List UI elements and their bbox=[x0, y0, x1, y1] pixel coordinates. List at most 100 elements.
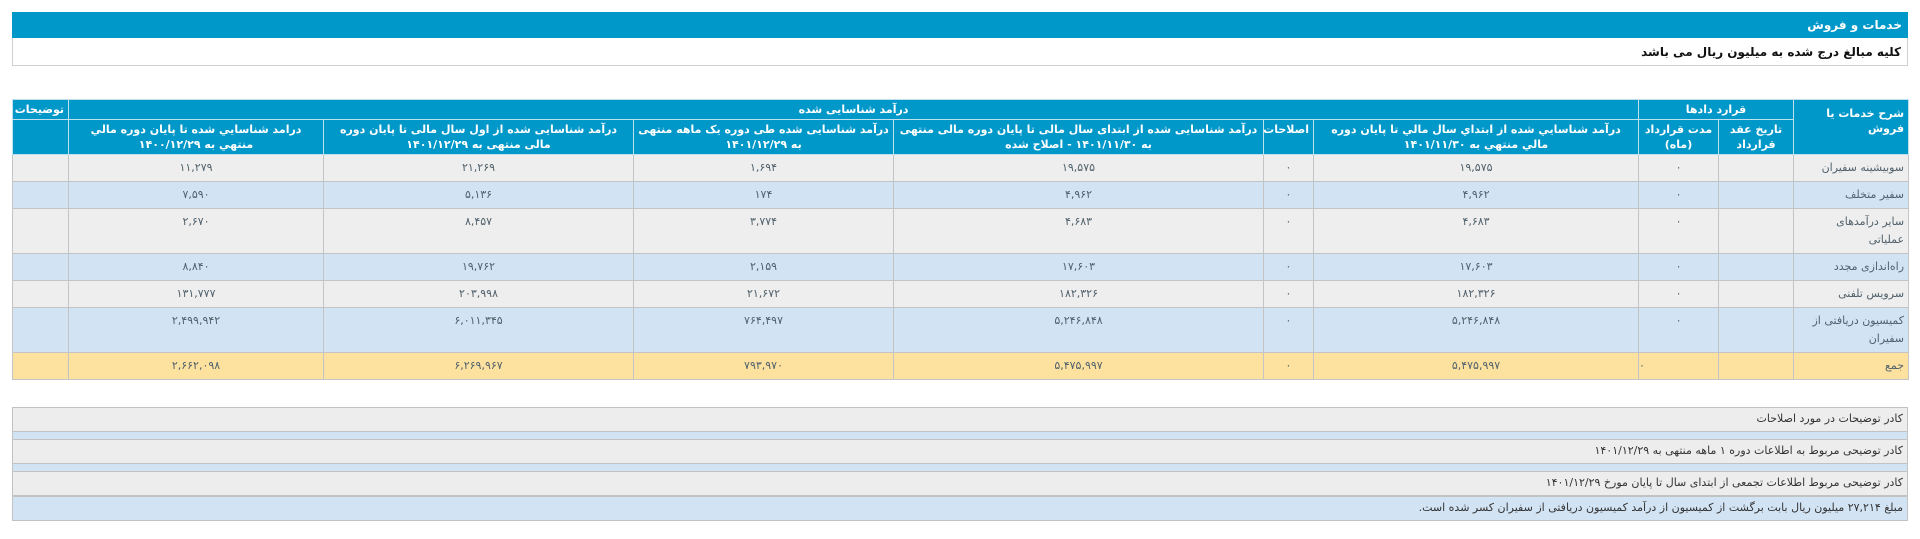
total-row: جمع ۰ ۵,۴۷۵,۹۹۷ ۰ ۵,۴۷۵,۹۹۷ ۷۹۳,۹۷۰ ۶,۲۶… bbox=[12, 352, 1910, 380]
cell-revenue-ytd-corrected: ۴,۹۶۲ bbox=[893, 181, 1265, 209]
cumulative-note-label: کادر توضیحی مربوط اطلاعات تجمعی از ابتدا… bbox=[12, 471, 1908, 496]
table-row: سوبیشینه سفیران ۰ ۱۹,۵۷۵ ۰ ۱۹,۵۷۵ ۱,۶۹۴ … bbox=[12, 154, 1910, 182]
cell-contract-date bbox=[1718, 154, 1795, 182]
cell-contract-duration: ۰ bbox=[1638, 181, 1720, 209]
header-contract-duration: مدت قرارداد (ماه) bbox=[1638, 119, 1720, 155]
header-revenue-ytd-1401-12-29: درآمد شناسایی شده از اول سال مالی تا پای… bbox=[323, 119, 635, 155]
cell-revenue-one-month: ۱۷۴ bbox=[633, 181, 895, 209]
cell-contract-duration: ۰ bbox=[1638, 280, 1720, 308]
cell-revenue-ytd-prev: ۱۷,۶۰۳ bbox=[1313, 253, 1640, 281]
header-description: شرح خدمات یا فروش bbox=[1793, 99, 1910, 155]
cell-notes bbox=[12, 154, 69, 182]
cell-description: سایر درآمدهای عملیاتی bbox=[1793, 208, 1910, 254]
cell-notes bbox=[12, 307, 69, 353]
header-corrections: اصلاحات bbox=[1263, 119, 1315, 155]
cell-revenue-one-month: ۷۶۴,۴۹۷ bbox=[633, 307, 895, 353]
cell-contract-duration: ۰ bbox=[1638, 154, 1720, 182]
cell-contract-duration: ۰ bbox=[1638, 307, 1720, 353]
cell-revenue-prev-year: ۸,۸۴۰ bbox=[67, 253, 325, 281]
notes-section: کادر توضیحات در مورد اصلاحات کادر توضیحی… bbox=[12, 407, 1908, 521]
cell-notes bbox=[12, 253, 69, 281]
cell-corrections: ۰ bbox=[1263, 181, 1315, 209]
header-contract-date: تاریخ عقد قرارداد bbox=[1718, 119, 1795, 155]
cell-revenue-ytd-prev: ۵,۴۷۵,۹۹۷ bbox=[1313, 352, 1640, 380]
section-title: خدمات و فروش bbox=[1807, 18, 1902, 32]
cell-revenue-prev-year: ۱۱,۲۷۹ bbox=[67, 154, 325, 182]
cell-contract-date bbox=[1718, 307, 1795, 353]
cell-corrections: ۰ bbox=[1263, 280, 1315, 308]
group-header-row: شرح خدمات یا فروش قرارد دادها درآمد شناس… bbox=[12, 99, 1910, 155]
header-contracts: قرارد دادها bbox=[1638, 99, 1795, 120]
cell-revenue-ytd-now: ۶,۲۶۹,۹۶۷ bbox=[323, 352, 635, 380]
cell-revenue-one-month: ۲,۱۵۹ bbox=[633, 253, 895, 281]
cell-contract-date bbox=[1718, 208, 1795, 254]
cell-revenue-ytd-now: ۸,۴۵۷ bbox=[323, 208, 635, 254]
unit-note-bar: کلیه مبالغ درج شده به میلیون ریال می باش… bbox=[12, 38, 1908, 66]
cell-notes bbox=[12, 208, 69, 254]
cell-contract-date bbox=[1718, 280, 1795, 308]
unit-note: کلیه مبالغ درج شده به میلیون ریال می باش… bbox=[1641, 45, 1901, 59]
header-revenue-prev-year: درامد شناسايي شده تا پايان دوره مالي منت… bbox=[67, 119, 325, 155]
cell-revenue-ytd-corrected: ۱۷,۶۰۳ bbox=[893, 253, 1265, 281]
header-notes-empty bbox=[12, 119, 69, 155]
cumulative-note-value: مبلغ ۲۷,۲۱۴ میلیون ریال بابت برگشت از کم… bbox=[12, 496, 1908, 521]
cell-revenue-one-month: ۲۱,۶۷۲ bbox=[633, 280, 895, 308]
cell-description: راه‌اندازی مجدد bbox=[1793, 253, 1910, 281]
cell-description: سوبیشینه سفیران bbox=[1793, 154, 1910, 182]
cell-revenue-one-month: ۷۹۳,۹۷۰ bbox=[633, 352, 895, 380]
cell-revenue-ytd-now: ۲۱,۲۶۹ bbox=[323, 154, 635, 182]
revenue-table: شرح خدمات یا فروش قرارد دادها درآمد شناس… bbox=[12, 99, 1910, 380]
cell-revenue-ytd-now: ۱۹,۷۶۲ bbox=[323, 253, 635, 281]
header-revenue-one-month: درآمد شناسایی شده طی دوره یک ماهه منتهی … bbox=[633, 119, 895, 155]
cell-notes bbox=[12, 352, 69, 380]
table-row: راه‌اندازی مجدد ۰ ۱۷,۶۰۳ ۰ ۱۷,۶۰۳ ۲,۱۵۹ … bbox=[12, 253, 1910, 281]
cell-corrections: ۰ bbox=[1263, 352, 1315, 380]
cell-revenue-ytd-prev: ۴,۶۸۳ bbox=[1313, 208, 1640, 254]
cell-corrections: ۰ bbox=[1263, 154, 1315, 182]
cell-revenue-ytd-corrected: ۵,۲۴۶,۸۴۸ bbox=[893, 307, 1265, 353]
one-month-note-value bbox=[12, 464, 1908, 471]
cell-total-label: جمع bbox=[1793, 352, 1910, 380]
cell-revenue-ytd-now: ۵,۱۳۶ bbox=[323, 181, 635, 209]
cell-revenue-ytd-now: ۲۰۳,۹۹۸ bbox=[323, 280, 635, 308]
cell-revenue-ytd-prev: ۱۹,۵۷۵ bbox=[1313, 154, 1640, 182]
cell-revenue-ytd-prev: ۵,۲۴۶,۸۴۸ bbox=[1313, 307, 1640, 353]
cell-description: سفیر متخلف bbox=[1793, 181, 1910, 209]
cell-corrections: ۰ bbox=[1263, 208, 1315, 254]
cell-revenue-prev-year: ۲,۶۶۲,۰۹۸ bbox=[67, 352, 325, 380]
one-month-note-label: کادر توضیحی مربوط به اطلاعات دوره ۱ ماهه… bbox=[12, 439, 1908, 464]
header-revenue-ytd-1401-11-30: درآمد شناسايي شده از ابتداي سال مالي تا … bbox=[1313, 119, 1640, 155]
cell-contract-duration: ۰ bbox=[1638, 253, 1720, 281]
cell-revenue-prev-year: ۷,۵۹۰ bbox=[67, 181, 325, 209]
corrections-note-value bbox=[12, 432, 1908, 439]
cell-corrections: ۰ bbox=[1263, 253, 1315, 281]
cell-revenue-ytd-prev: ۴,۹۶۲ bbox=[1313, 181, 1640, 209]
cell-revenue-ytd-corrected: ۵,۴۷۵,۹۹۷ bbox=[893, 352, 1265, 380]
corrections-note-label: کادر توضیحات در مورد اصلاحات bbox=[12, 407, 1908, 432]
cell-contract-date bbox=[1718, 352, 1795, 380]
cell-revenue-one-month: ۳,۷۷۴ bbox=[633, 208, 895, 254]
cell-revenue-ytd-corrected: ۴,۶۸۳ bbox=[893, 208, 1265, 254]
table-row: سفیر متخلف ۰ ۴,۹۶۲ ۰ ۴,۹۶۲ ۱۷۴ ۵,۱۳۶ ۷,۵… bbox=[12, 181, 1910, 209]
cell-revenue-ytd-now: ۶,۰۱۱,۳۴۵ bbox=[323, 307, 635, 353]
cell-contract-duration: ۰ bbox=[1638, 352, 1720, 380]
header-recognized-revenue: درآمد شناسایی شده bbox=[67, 99, 1640, 120]
cell-revenue-prev-year: ۲,۴۹۹,۹۴۲ bbox=[67, 307, 325, 353]
cell-revenue-one-month: ۱,۶۹۴ bbox=[633, 154, 895, 182]
cell-notes bbox=[12, 181, 69, 209]
header-revenue-ytd-corrected: درآمد شناسایی شده از ابتدای سال مالی تا … bbox=[893, 119, 1265, 155]
table-row: سایر درآمدهای عملیاتی ۰ ۴,۶۸۳ ۰ ۴,۶۸۳ ۳,… bbox=[12, 208, 1910, 254]
cell-contract-date bbox=[1718, 181, 1795, 209]
cell-contract-duration: ۰ bbox=[1638, 208, 1720, 254]
cell-contract-date bbox=[1718, 253, 1795, 281]
header-notes: توضیحات bbox=[12, 99, 69, 120]
cell-notes bbox=[12, 280, 69, 308]
cell-revenue-ytd-corrected: ۱۹,۵۷۵ bbox=[893, 154, 1265, 182]
table-row: کمیسیون دریافتی از سفیران ۰ ۵,۲۴۶,۸۴۸ ۰ … bbox=[12, 307, 1910, 353]
cell-revenue-prev-year: ۱۳۱,۷۷۷ bbox=[67, 280, 325, 308]
cell-description: سرویس تلفنی bbox=[1793, 280, 1910, 308]
cell-revenue-prev-year: ۲,۶۷۰ bbox=[67, 208, 325, 254]
section-title-bar: خدمات و فروش bbox=[12, 12, 1908, 38]
cell-revenue-ytd-prev: ۱۸۲,۳۲۶ bbox=[1313, 280, 1640, 308]
cell-corrections: ۰ bbox=[1263, 307, 1315, 353]
